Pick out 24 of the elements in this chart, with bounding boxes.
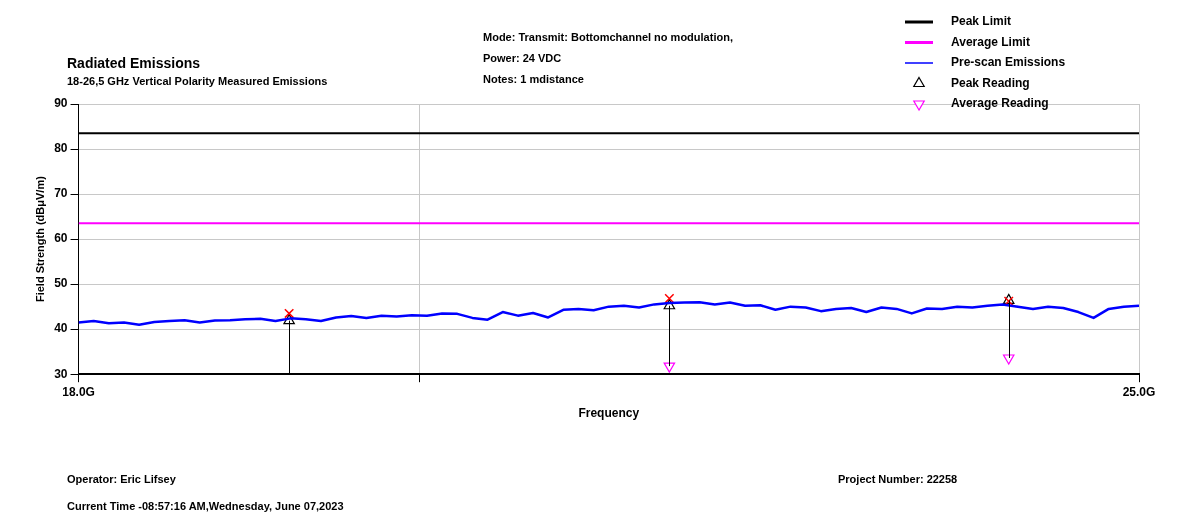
- text: Power: 24 VDC: [483, 51, 563, 66]
- y-tick-label: 50: [54, 276, 68, 291]
- text: Project Number: 22258: [838, 472, 958, 487]
- chart-title: Radiated Emissions: [67, 55, 201, 71]
- text: Current Time -08:57:16 AM,Wednesday, June 07,2023: [67, 499, 344, 514]
- y-tick-label: 40: [54, 321, 68, 336]
- legend-label: Pre-scan Emissions: [951, 55, 1066, 70]
- y-tick-label: 70: [54, 186, 68, 201]
- y-tick-label: 80: [54, 141, 68, 156]
- text: Mode: Transmit: Bottomchannel no modulation,: [483, 30, 733, 45]
- y-tick-label: 90: [54, 96, 68, 111]
- y-tick-label: 30: [54, 366, 68, 381]
- chart-subtitle: 18-26,5 GHz Vertical Polarity Measured Emissions: [67, 75, 328, 87]
- y-axis-title: Field Strength (dBμV/m): [33, 175, 46, 303]
- x-axis-title: Frequency: [578, 406, 640, 421]
- text: Notes: 1 mdistance: [483, 72, 585, 87]
- x-tick-label: 25.0G: [1122, 384, 1156, 399]
- legend-label: Peak Reading: [951, 75, 1030, 90]
- legend-label: Peak Limit: [951, 14, 1012, 29]
- legend-label: Average Reading: [951, 96, 1049, 111]
- legend-label: Average Limit: [951, 34, 1030, 49]
- y-tick-label: 60: [54, 231, 68, 246]
- text: Operator: Eric Lifsey: [67, 472, 177, 487]
- x-tick-label: 18.0G: [62, 384, 95, 399]
